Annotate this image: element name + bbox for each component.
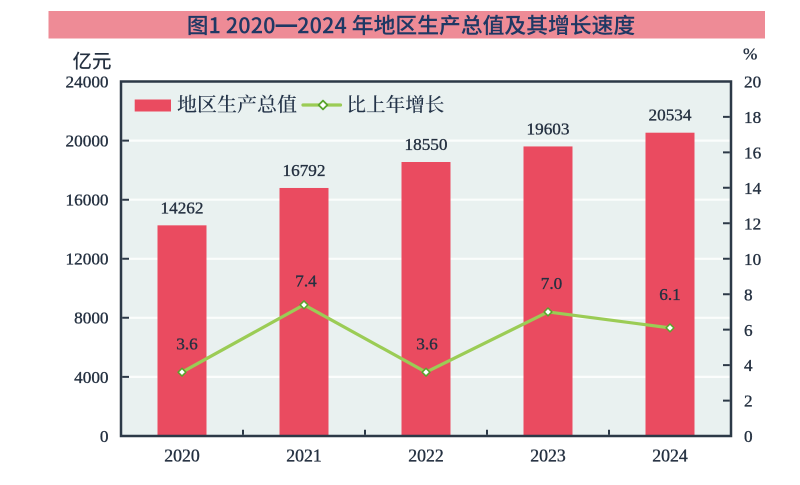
svg-text:18550: 18550 (405, 135, 448, 154)
svg-text:%: % (743, 45, 757, 64)
svg-text:14: 14 (744, 179, 762, 198)
svg-text:3.6: 3.6 (176, 335, 198, 354)
svg-text:2023: 2023 (530, 446, 566, 466)
svg-text:14262: 14262 (161, 198, 204, 217)
svg-text:18: 18 (744, 108, 761, 127)
svg-text:2: 2 (744, 392, 753, 411)
svg-text:16000: 16000 (66, 191, 109, 210)
svg-text:2024: 2024 (652, 446, 688, 466)
svg-text:8000: 8000 (74, 309, 108, 328)
svg-text:16792: 16792 (283, 161, 326, 180)
svg-text:20: 20 (744, 73, 761, 92)
svg-text:8: 8 (744, 285, 753, 304)
svg-text:24000: 24000 (66, 72, 109, 91)
svg-text:3.6: 3.6 (416, 335, 438, 354)
svg-text:16: 16 (744, 144, 762, 163)
svg-text:4: 4 (744, 356, 753, 375)
svg-text:0: 0 (100, 427, 109, 446)
svg-text:4000: 4000 (74, 368, 108, 387)
svg-text:7.4: 7.4 (295, 272, 317, 291)
svg-text:0: 0 (744, 427, 753, 446)
svg-text:2020: 2020 (164, 446, 200, 466)
svg-text:7.0: 7.0 (541, 274, 562, 293)
svg-text:2022: 2022 (408, 446, 444, 466)
svg-text:12000: 12000 (66, 250, 109, 269)
svg-text:10: 10 (744, 250, 761, 269)
svg-text:6.1: 6.1 (659, 285, 680, 304)
svg-text:19603: 19603 (527, 119, 570, 138)
svg-text:6: 6 (744, 321, 753, 340)
svg-text:12: 12 (744, 214, 761, 233)
svg-text:20000: 20000 (66, 132, 109, 151)
svg-text:2021: 2021 (286, 446, 322, 466)
svg-text:20534: 20534 (649, 106, 692, 125)
